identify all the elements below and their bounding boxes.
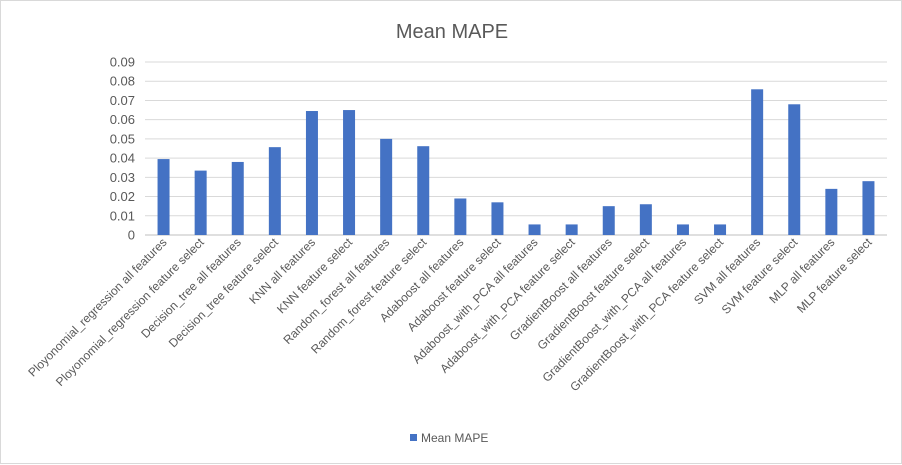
bar <box>751 89 764 235</box>
bar <box>157 159 170 235</box>
bar <box>454 198 467 235</box>
bar <box>231 161 244 235</box>
y-tick-label: 0.06 <box>110 112 135 127</box>
bar <box>565 224 578 235</box>
legend-swatch <box>410 434 417 441</box>
y-tick-label: 0.01 <box>110 208 135 223</box>
y-tick-label: 0.03 <box>110 170 135 185</box>
x-tick-label: SVM all features <box>691 235 763 307</box>
bar <box>268 147 281 235</box>
y-tick-label: 0.09 <box>110 55 135 70</box>
y-tick-label: 0.07 <box>110 93 135 108</box>
bar <box>305 111 318 235</box>
bar <box>788 104 801 236</box>
bar <box>343 110 356 235</box>
legend-label: Mean MAPE <box>421 431 488 445</box>
bar <box>825 188 838 235</box>
bar <box>380 138 393 235</box>
bar <box>491 202 504 235</box>
gridlines <box>145 61 887 236</box>
y-tick-label: 0 <box>128 228 135 243</box>
x-tick-label: MLP all features <box>766 235 837 306</box>
x-tick-label: Ployonomial_regression feature select <box>53 235 207 389</box>
x-tick-label: KNN all features <box>246 235 318 307</box>
bar <box>862 181 875 235</box>
bar <box>602 206 615 235</box>
y-tick-label: 0.04 <box>110 151 135 166</box>
chart-title: Mean MAPE <box>396 21 508 43</box>
y-tick-label: 0.08 <box>110 74 135 89</box>
y-axis-ticks: 0 0.01 0.02 0.03 0.04 0.05 0.06 0.07 0.08 0.09 <box>110 55 135 243</box>
bar <box>639 204 652 235</box>
bar <box>528 224 541 235</box>
y-tick-label: 0.05 <box>110 131 135 146</box>
bar <box>194 170 207 235</box>
x-tick-label: Ployonomial_regression all features <box>25 235 169 379</box>
bars <box>157 89 875 236</box>
x-tick-label: Adaboost_with_PCA feature select <box>437 235 578 376</box>
bar <box>676 224 689 235</box>
x-axis-ticks: Ployonomial_regression all featuresPloyo… <box>25 235 875 394</box>
bar <box>417 146 430 235</box>
legend: Mean MAPE <box>410 431 488 445</box>
bar <box>714 224 727 235</box>
y-tick-label: 0.02 <box>110 189 135 204</box>
